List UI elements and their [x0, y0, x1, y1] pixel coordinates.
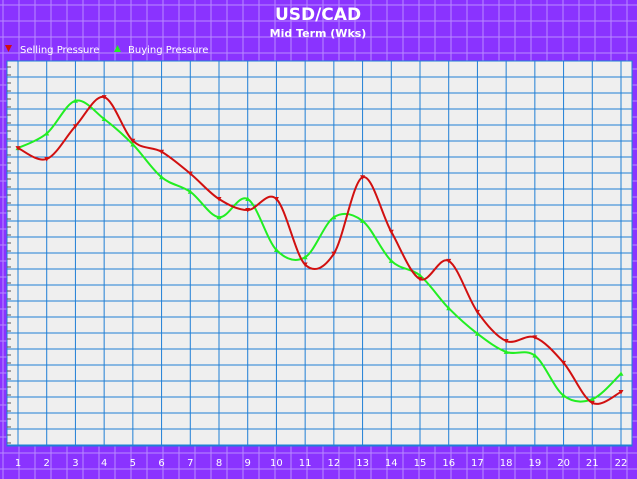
- x-tick-label: 22: [615, 458, 628, 469]
- legend-label-buying: Buying Pressure: [128, 45, 208, 56]
- data-point-selling-pressure: [130, 138, 136, 144]
- x-tick-label: 20: [557, 458, 570, 469]
- x-tick-label: 9: [245, 458, 251, 469]
- data-point-selling-pressure: [302, 262, 308, 268]
- x-tick-label: 7: [187, 458, 193, 469]
- data-point-selling-pressure: [331, 251, 337, 257]
- data-point-buying-pressure: [503, 349, 509, 354]
- plot-grid: [7, 61, 632, 446]
- x-tick-label: 15: [414, 458, 427, 469]
- x-axis-tick-labels: 1 2 3 4 5 6 7 8 9 10 11 12 13 14 15 16 17 18 19 20 21 22: [15, 458, 628, 469]
- data-point-buying-pressure: [187, 189, 193, 194]
- data-point-selling-pressure: [245, 207, 251, 213]
- data-point-buying-pressure: [532, 353, 538, 358]
- chart-subtitle: Mid Term (Wks): [270, 27, 367, 40]
- x-tick-label: 5: [130, 458, 136, 469]
- data-point-selling-pressure: [561, 360, 567, 366]
- data-point-selling-pressure: [72, 124, 78, 129]
- data-point-buying-pressure: [302, 254, 308, 260]
- x-tick-label: 17: [471, 458, 484, 469]
- x-tick-label: 4: [101, 458, 107, 469]
- data-point-selling-pressure: [589, 400, 595, 406]
- x-tick-label: 19: [528, 458, 541, 469]
- series-line-selling-pressure: [17, 96, 622, 405]
- data-point-selling-pressure: [446, 258, 452, 264]
- x-tick-label: 14: [385, 458, 398, 469]
- legend-marker-buying: [114, 45, 121, 52]
- data-point-selling-pressure: [532, 335, 538, 340]
- data-point-buying-pressure: [561, 393, 567, 398]
- data-point-buying-pressure: [44, 131, 50, 136]
- data-point-buying-pressure: [589, 396, 595, 402]
- x-tick-label: 3: [72, 458, 78, 469]
- data-point-selling-pressure: [388, 229, 394, 235]
- data-point-buying-pressure: [618, 371, 624, 376]
- data-point-buying-pressure: [72, 98, 78, 103]
- data-point-selling-pressure: [273, 197, 279, 202]
- x-tick-label: 13: [356, 458, 369, 469]
- data-point-buying-pressure: [101, 116, 107, 121]
- data-point-buying-pressure: [130, 141, 136, 147]
- data-point-selling-pressure: [15, 146, 21, 151]
- data-point-buying-pressure: [331, 214, 337, 220]
- x-tick-label: 8: [216, 458, 222, 469]
- x-tick-label: 6: [158, 458, 164, 469]
- x-tick-label: 21: [586, 458, 599, 469]
- series-layer: [15, 95, 624, 406]
- legend-label-selling: Selling Pressure: [20, 45, 99, 56]
- data-point-buying-pressure: [159, 174, 165, 180]
- x-tick-label: 2: [44, 458, 50, 469]
- data-point-selling-pressure: [101, 95, 107, 100]
- data-point-selling-pressure: [360, 175, 366, 180]
- x-tick-label: 18: [500, 458, 513, 469]
- data-point-buying-pressure: [216, 214, 222, 220]
- x-tick-label: 11: [299, 458, 312, 469]
- data-point-selling-pressure: [474, 309, 480, 315]
- data-point-buying-pressure: [417, 272, 423, 278]
- data-point-selling-pressure: [417, 277, 423, 282]
- y-axis-ticks: [7, 66, 11, 444]
- data-point-buying-pressure: [474, 331, 480, 336]
- x-tick-label: 16: [442, 458, 455, 469]
- data-point-buying-pressure: [360, 218, 366, 223]
- data-point-selling-pressure: [503, 339, 509, 344]
- data-point-buying-pressure: [388, 258, 394, 263]
- data-point-selling-pressure: [187, 171, 193, 177]
- x-tick-label: 10: [270, 458, 283, 469]
- x-tick-label: 1: [15, 458, 21, 469]
- series-line-buying-pressure: [17, 99, 622, 403]
- legend-marker-selling: [5, 45, 12, 52]
- x-tick-label: 12: [327, 458, 340, 469]
- data-point-selling-pressure: [216, 197, 222, 202]
- data-point-selling-pressure: [618, 389, 624, 395]
- legend: Selling Pressure Buying Pressure: [5, 45, 208, 56]
- data-point-buying-pressure: [446, 305, 452, 311]
- chart-title: USD/CAD: [275, 5, 361, 25]
- data-point-buying-pressure: [273, 247, 279, 252]
- data-point-selling-pressure: [44, 157, 50, 162]
- data-point-selling-pressure: [159, 149, 165, 155]
- data-point-buying-pressure: [245, 196, 251, 202]
